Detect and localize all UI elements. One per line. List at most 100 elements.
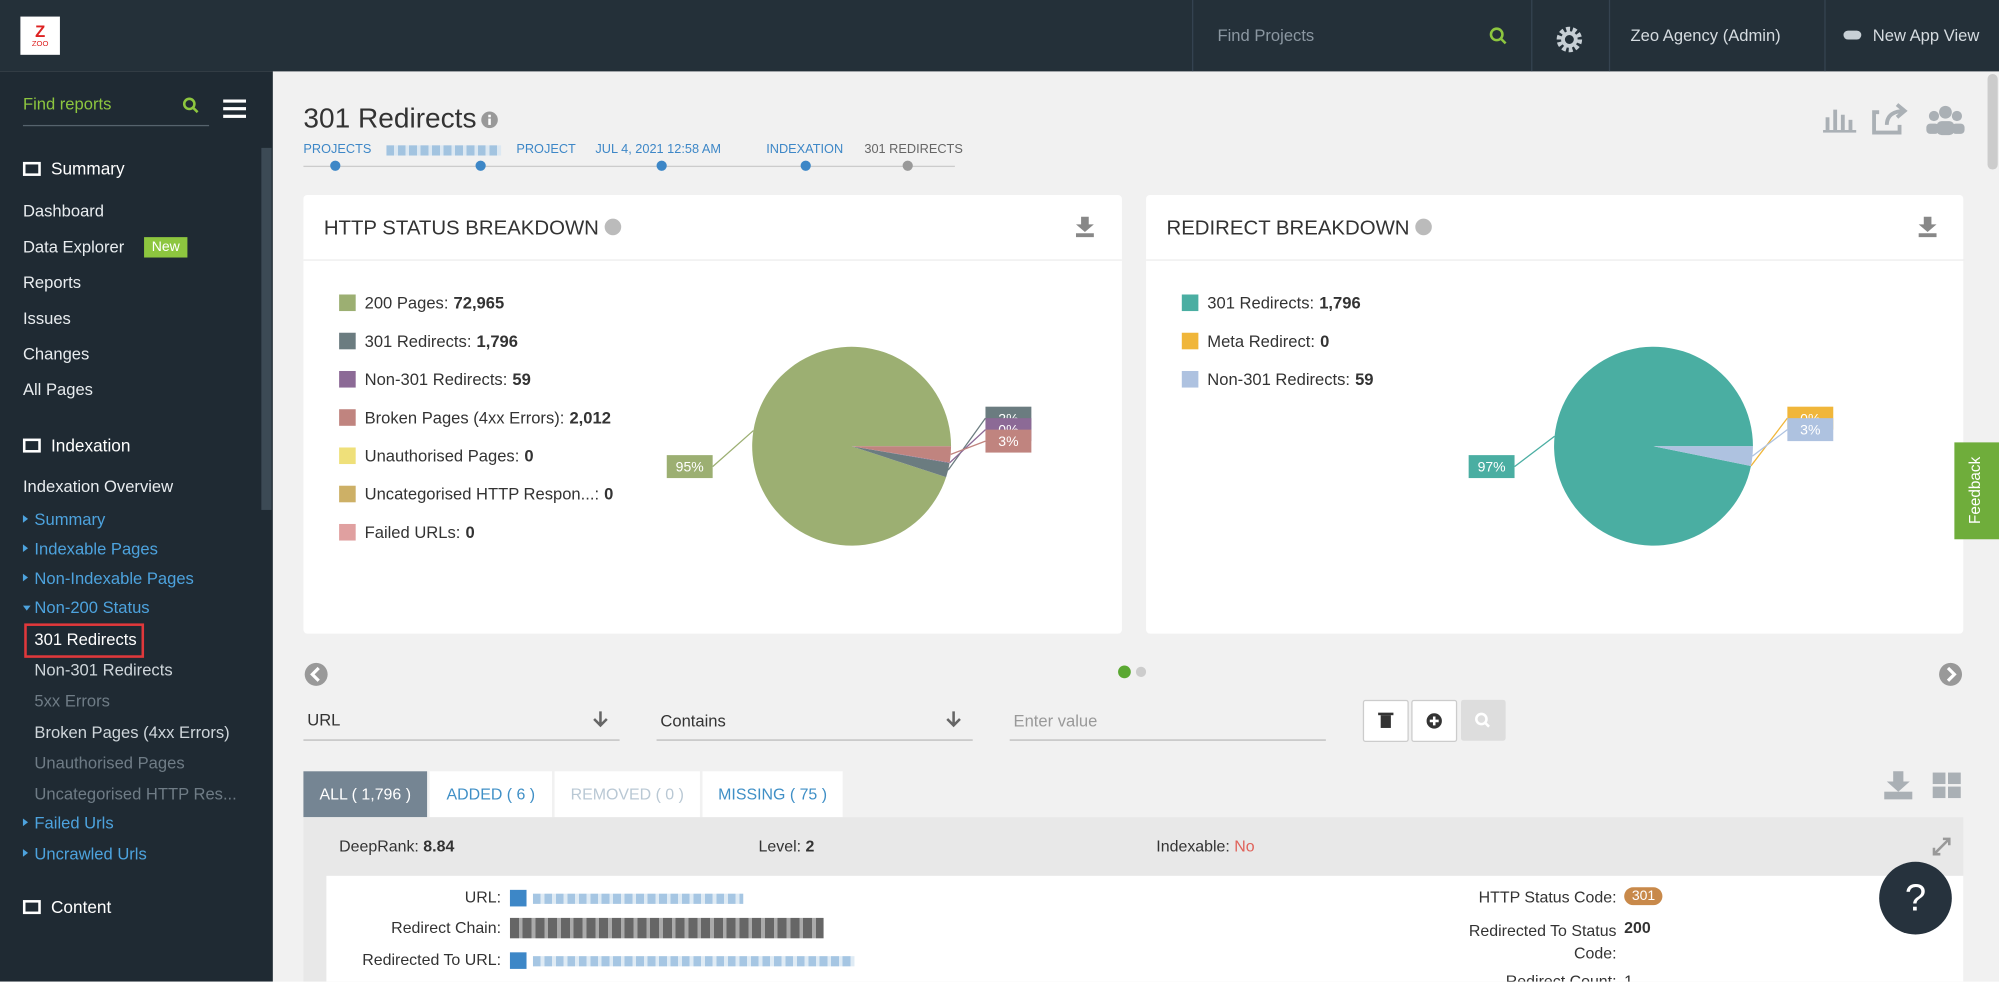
search-button[interactable] [1461, 699, 1506, 741]
help-button[interactable]: ? [1879, 861, 1952, 935]
legend-text: : [467, 332, 472, 351]
legend-text: : [456, 523, 461, 542]
breadcrumb-item[interactable]: JUL 4, 2021 12:58 AM [595, 142, 722, 157]
label: Redirect Chain: [391, 919, 502, 938]
legend-text: 301 Redirects [365, 332, 467, 351]
redacted-url [532, 893, 744, 904]
legend-text: : [1345, 370, 1350, 389]
label-leader [947, 417, 986, 471]
sidebar-item[interactable]: Unauthorised Pages [34, 753, 185, 773]
sidebar-item[interactable]: Reports [22, 272, 81, 292]
sidebar-item[interactable]: Changes [22, 344, 90, 364]
top-bar [0, 0, 1999, 72]
project-search[interactable] [1192, 0, 1533, 72]
search-icon[interactable] [182, 97, 199, 114]
download-icon [1075, 216, 1094, 238]
label: Level: [758, 837, 802, 856]
tab[interactable]: REMOVED ( 0 ) [554, 771, 700, 818]
feedback-text: Feedback [1965, 456, 1984, 524]
breadcrumb-item[interactable]: PROJECT [516, 142, 576, 157]
label-leader [712, 430, 754, 468]
label-leader [1752, 429, 1788, 457]
sidebar-item[interactable]: Failed Urls [34, 813, 114, 833]
info-icon[interactable] [481, 111, 499, 129]
tab[interactable]: MISSING ( 75 ) [702, 771, 843, 818]
breadcrumb-item[interactable]: PROJECTS [303, 142, 372, 157]
sidebar-item[interactable]: 5xx Errors [34, 690, 110, 711]
pie-slice [851, 446, 950, 478]
prev-button[interactable] [303, 662, 328, 687]
sidebar-item[interactable]: All Pages [22, 379, 93, 400]
share-icon[interactable] [1872, 103, 1908, 135]
sidebar-item[interactable]: Indexation [50, 436, 131, 456]
label-box [666, 455, 713, 479]
legend-text: 1,796 [1319, 294, 1360, 313]
download-icon[interactable] [1884, 771, 1913, 800]
dropdown-arrows [593, 711, 961, 728]
chart-icon[interactable] [1823, 109, 1857, 133]
breadcrumb-item[interactable]: INDEXATION [766, 142, 844, 157]
sidebar-item[interactable]: Non-301 Redirects [34, 660, 173, 680]
settings-icon[interactable] [1555, 25, 1583, 53]
legend-text: Meta Redirect [1207, 332, 1310, 351]
sidebar-item[interactable]: Indexable Pages [34, 539, 158, 559]
legend-entry: Meta Redirect: 0 [1207, 332, 1329, 351]
breadcrumb-dot [656, 160, 667, 171]
label: Redirected To URL: [362, 951, 502, 969]
next-button[interactable] [1938, 662, 1963, 687]
link-icon[interactable] [509, 889, 527, 907]
chart-title: HTTP STATUS BREAKDOWN [324, 218, 599, 240]
new-app-view[interactable]: New App View [1872, 25, 1980, 45]
label: Redirect Count: [1441, 973, 1617, 982]
delete-button[interactable] [1362, 699, 1409, 742]
toggle[interactable] [1843, 30, 1862, 40]
sidebar-item[interactable]: Non-200 Status [34, 597, 150, 618]
pie-slice [752, 346, 952, 546]
legend-entry: Failed URLs: 0 [365, 523, 475, 542]
feedback-tab[interactable]: Feedback [1954, 442, 1999, 540]
tab[interactable]: ADDED ( 6 ) [429, 771, 553, 818]
sidebar-item[interactable]: Broken Pages (4xx Errors) [34, 722, 230, 742]
value-input[interactable] [1009, 700, 1326, 741]
sidebar-item[interactable]: Dashboard [22, 201, 105, 221]
legend-text: 0 [465, 523, 474, 542]
report-search[interactable]: Find reports [22, 94, 210, 127]
sidebar-item[interactable]: Indexation Overview [22, 476, 174, 496]
sidebar-item[interactable]: Uncrawled Urls [34, 843, 147, 864]
sidebar-item[interactable]: Content [50, 897, 112, 917]
legend-text: 301 Redirects [1207, 294, 1309, 313]
legend-swatch [339, 370, 356, 388]
sidebar-item[interactable]: Non-Indexable Pages [34, 568, 194, 588]
slice-label: 97% [1478, 459, 1506, 475]
sidebar-item[interactable]: Uncategorised HTTP Res... [34, 784, 237, 804]
sidebar-item[interactable]: 301 Redirects [34, 629, 137, 649]
team-icon[interactable] [1926, 105, 1965, 136]
logo[interactable]: Z ZOO [20, 16, 60, 55]
download-icon [1918, 216, 1937, 238]
sidebar-item[interactable]: Data Explorer [22, 237, 125, 257]
redacted-chain [509, 917, 824, 939]
layout-icon[interactable] [1932, 772, 1961, 799]
expand-icon[interactable] [1931, 836, 1951, 856]
search-icon[interactable] [1489, 27, 1507, 45]
legend-text: : [560, 408, 565, 427]
operator-select[interactable] [656, 700, 973, 741]
add-button[interactable] [1411, 699, 1458, 742]
carousel-dots[interactable] [1117, 664, 1148, 679]
sidebar-item[interactable]: Summary [34, 509, 106, 530]
account-menu[interactable] [1608, 0, 1826, 72]
link-icon[interactable] [509, 952, 527, 969]
legend-text: 59 [512, 370, 530, 389]
field-select[interactable] [303, 700, 620, 741]
sidebar-item[interactable]: Summary [50, 159, 125, 179]
legend-swatch [339, 447, 356, 465]
sidebar-item[interactable]: Issues [22, 308, 71, 328]
tab[interactable]: ALL ( 1,796 ) [303, 771, 428, 818]
menu-icon[interactable] [223, 99, 247, 118]
value: 1 [1624, 973, 1633, 982]
label-box [1468, 455, 1515, 479]
label: Redirected To Status Code: [1468, 921, 1617, 963]
section-icon [22, 161, 41, 176]
breadcrumb-item: 301 REDIRECTS [864, 142, 963, 157]
